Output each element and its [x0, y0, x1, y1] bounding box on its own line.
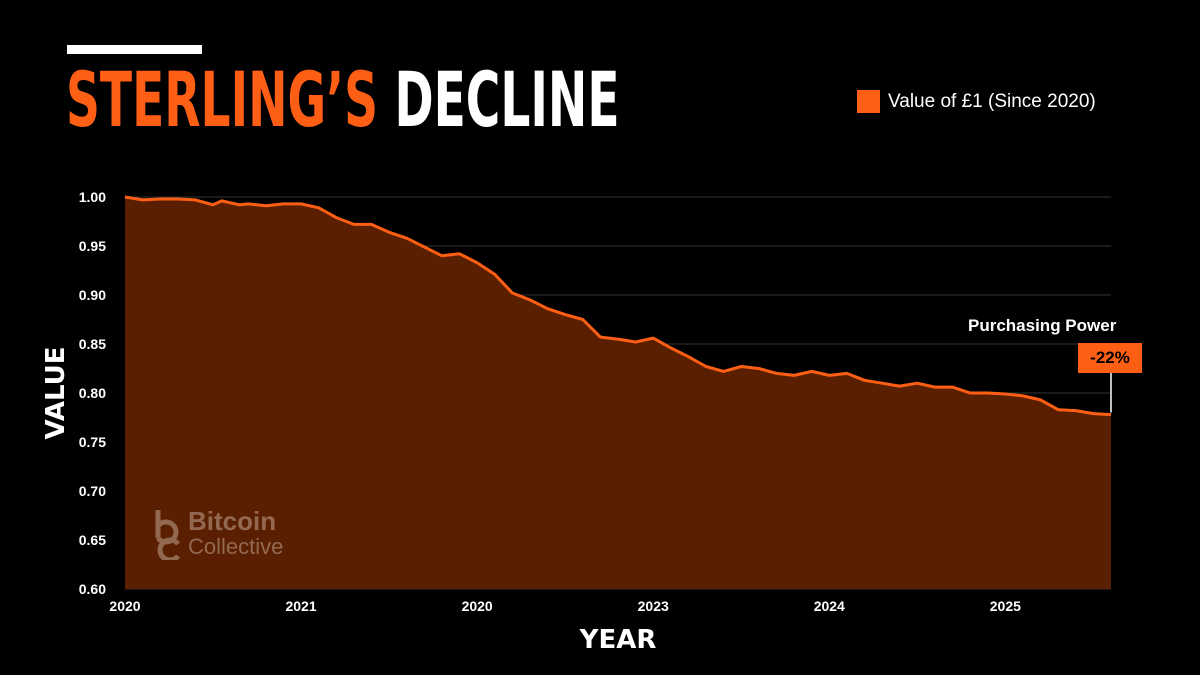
x-axis-title: YEAR	[579, 625, 657, 655]
area-fill	[125, 197, 1111, 589]
y-tick-label: 0.80	[79, 385, 106, 401]
series-line	[124, 195, 1112, 417]
annotation-badge: -22%	[1078, 343, 1142, 373]
legend-swatch	[857, 90, 880, 113]
page-title: STERLING’S DECLINE	[66, 62, 620, 138]
x-tick-label: 2025	[990, 598, 1021, 614]
legend: Value of £1 (Since 2020)	[857, 90, 1096, 113]
plot-area	[124, 195, 1112, 589]
y-axis-ticks: 1.00 0.95 0.90 0.85 0.80 0.75 0.70 0.65 0.60	[79, 189, 106, 597]
x-axis-ticks: 2020 2021 2020 2023 2024 2025	[109, 598, 1021, 614]
title-accent-word: STERLING’S	[66, 55, 379, 144]
y-tick-label: 1.00	[79, 189, 106, 205]
y-axis-title: VALUE	[41, 347, 71, 440]
y-tick-label: 0.65	[79, 532, 106, 548]
y-tick-label: 0.90	[79, 287, 106, 303]
y-tick-label: 0.60	[79, 581, 106, 597]
legend-label: Value of £1 (Since 2020)	[888, 90, 1096, 112]
x-tick-label: 2020	[462, 598, 493, 614]
title-accent-bar	[67, 45, 202, 54]
x-tick-label: 2020	[109, 598, 140, 614]
y-tick-label: 0.75	[79, 434, 106, 450]
watermark-line1: Bitcoin	[188, 506, 277, 536]
bitcoin-collective-logo-icon	[155, 510, 180, 560]
title-plain-word: DECLINE	[394, 55, 620, 144]
x-tick-label: 2021	[285, 598, 316, 614]
x-tick-label: 2024	[814, 598, 845, 614]
y-tick-label: 0.70	[79, 483, 106, 499]
watermark-line2: Collective	[188, 534, 284, 559]
watermark: Bitcoin Collective	[152, 508, 283, 560]
x-tick-label: 2023	[638, 598, 669, 614]
y-tick-label: 0.95	[79, 238, 106, 254]
annotation-title: Purchasing Power	[968, 316, 1117, 335]
y-tick-label: 0.85	[79, 336, 106, 352]
